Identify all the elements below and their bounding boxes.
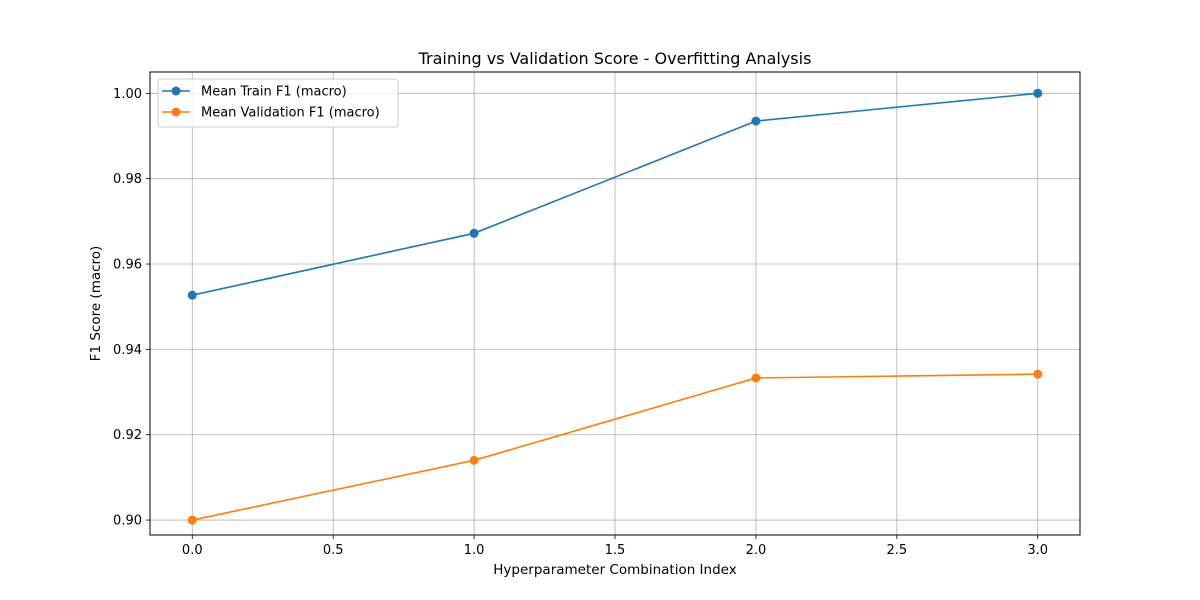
series-line-0 [192,92,1038,296]
x-tick-label: 3.0 [1027,543,1048,558]
chart-title: Training vs Validation Score - Overfitti… [418,49,812,68]
y-tick-label: 0.90 [113,514,142,529]
data-point [187,290,197,300]
y-tick-label: 0.92 [113,428,142,443]
legend-label-validation: Mean Validation F1 (macro) [201,106,380,121]
legend-marker-validation [171,107,181,117]
series-line-1 [192,373,1038,521]
legend-label-train: Mean Train F1 (macro) [201,85,347,100]
grid [150,72,1080,535]
y-tick-label: 0.98 [113,172,142,187]
legend-box [157,78,399,128]
data-point [469,455,479,465]
data-point [1033,369,1043,379]
y-tick-label: 1.00 [113,87,142,102]
x-axis-label: Hyperparameter Combination Index [493,562,736,578]
y-tick-label: 0.94 [113,343,142,358]
x-tick-label: 1.5 [605,543,626,558]
data-point [469,228,479,238]
legend: Mean Train F1 (macro) Mean Validation F1… [157,78,399,128]
data-point [751,116,761,126]
x-tick-label: 1.0 [464,543,485,558]
legend-marker-train [171,86,181,96]
data-point [187,515,197,525]
x-tick-label: 2.5 [886,543,907,558]
y-tick-label: 0.96 [113,258,142,273]
data-point [751,373,761,383]
x-tick-label: 0.0 [182,543,203,558]
axis-ticks: 0.0 0.5 1.0 1.5 2.0 2.5 3.0 0.90 0.92 0.94 0.96 0.9… [113,87,1048,558]
data-point [1033,88,1043,98]
x-tick-label: 2.0 [746,543,767,558]
series-lines [187,88,1043,525]
y-axis-label: F1 Score (macro) [88,246,104,362]
x-tick-label: 0.5 [323,543,344,558]
